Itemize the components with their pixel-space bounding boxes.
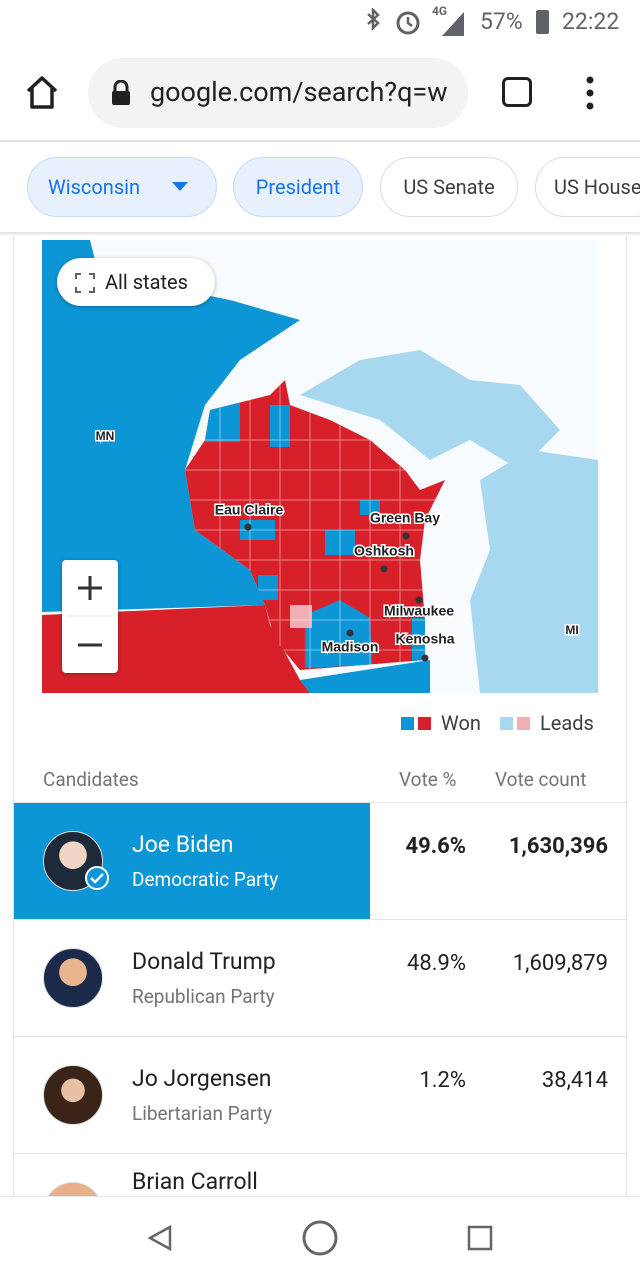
city-label: Oshkosh: [354, 543, 414, 559]
vote-count: 38,414: [541, 1068, 608, 1093]
nav-icons: [147, 1220, 493, 1256]
menu-button[interactable]: [580, 74, 600, 114]
network-type: 4G: [432, 4, 448, 18]
clock: 22:22: [562, 8, 620, 35]
candidate-row[interactable]: Donald Trump Republican Party 48.9% 1,60…: [14, 920, 626, 1037]
recents-button[interactable]: [467, 1225, 493, 1251]
card-border: [626, 236, 627, 1196]
chip-race[interactable]: President: [233, 157, 363, 217]
vote-percent: 49.6%: [405, 834, 466, 859]
minnesota: [42, 240, 300, 612]
city-label: Eau Claire: [215, 502, 284, 518]
illinois: [300, 660, 430, 693]
divider: [0, 140, 640, 142]
shadow: [0, 232, 640, 236]
column-header: Vote %: [399, 768, 457, 791]
bluetooth-icon: [367, 8, 380, 32]
city-label: Madison: [322, 639, 379, 655]
chip-race[interactable]: US Senate: [380, 157, 518, 217]
candidate-name: Joe Biden: [132, 831, 234, 858]
candidate-name: Donald Trump: [132, 948, 276, 975]
url-text: google.com/search?q=w: [150, 76, 448, 108]
candidate-row[interactable]: Joe Biden Democratic Party 49.6% 1,630,3…: [14, 803, 626, 920]
legend-swatch: [500, 717, 513, 730]
column-header: Vote count: [495, 768, 587, 791]
chip-label: US Senate: [403, 175, 495, 199]
candidate-row[interactable]: Jo Jorgensen Libertarian Party 1.2% 38,4…: [14, 1037, 626, 1154]
vote-count: 1,609,879: [512, 951, 608, 976]
tabs-button[interactable]: [502, 77, 532, 107]
zoom-icons: [68, 576, 112, 647]
legend-label: Won: [441, 711, 481, 735]
results-map[interactable]: MN MI Eau Claire Green Bay Oshkosh Milwa…: [42, 240, 598, 693]
winner-check: [85, 866, 109, 890]
nav-bar: [0, 1196, 640, 1281]
avatar: [43, 948, 103, 1008]
vote-percent: 1.2%: [419, 1068, 466, 1093]
legend-swatch: [418, 717, 431, 730]
candidate-name: Brian Carroll: [132, 1168, 258, 1195]
divider: [14, 802, 626, 803]
legend-swatch: [517, 717, 530, 730]
card-border: [13, 236, 14, 1196]
signal-icon: [442, 12, 464, 36]
chip-label: President: [255, 175, 341, 199]
chip-label: Wisconsin: [48, 175, 141, 199]
michigan-up: [300, 350, 560, 470]
chip-state[interactable]: Wisconsin: [27, 157, 217, 217]
button-label: All states: [105, 270, 188, 294]
city-label: Kenosha: [395, 631, 454, 647]
lock-icon: [112, 80, 130, 105]
legend-label: Leads: [540, 711, 594, 735]
home-nav-button[interactable]: [302, 1220, 338, 1256]
michigan: [470, 450, 598, 693]
battery-icon: [536, 10, 549, 34]
chip-label: US House: [554, 175, 640, 199]
url-bar[interactable]: google.com/search?q=w: [88, 58, 468, 128]
legend-swatch: [401, 717, 414, 730]
battery-percent: 57%: [480, 8, 523, 35]
candidate-party: Democratic Party: [132, 868, 279, 891]
state-label: MI: [565, 623, 578, 637]
all-states-button[interactable]: All states: [57, 258, 215, 306]
zoom-in[interactable]: [78, 576, 102, 600]
vote-percent: 48.9%: [406, 951, 466, 976]
status-icons: [367, 8, 464, 36]
avatar: [43, 1065, 103, 1125]
city-label: Green Bay: [370, 510, 440, 526]
expand-icon: [75, 273, 95, 293]
vote-count: 1,630,396: [508, 834, 608, 859]
dropdown-arrow: [172, 182, 188, 191]
state-label: MN: [96, 429, 115, 443]
alarm-icon: [396, 11, 420, 35]
candidate-party: Libertarian Party: [132, 1102, 272, 1125]
candidate-name: Jo Jorgensen: [132, 1065, 272, 1092]
back-button[interactable]: [147, 1224, 172, 1252]
home-button[interactable]: [22, 73, 62, 113]
chip-race[interactable]: US House: [535, 157, 640, 217]
zoom-controls: [62, 560, 118, 673]
candidate-party: Republican Party: [132, 985, 275, 1008]
column-header: Candidates: [43, 768, 139, 791]
city-label: Milwaukee: [384, 603, 454, 619]
